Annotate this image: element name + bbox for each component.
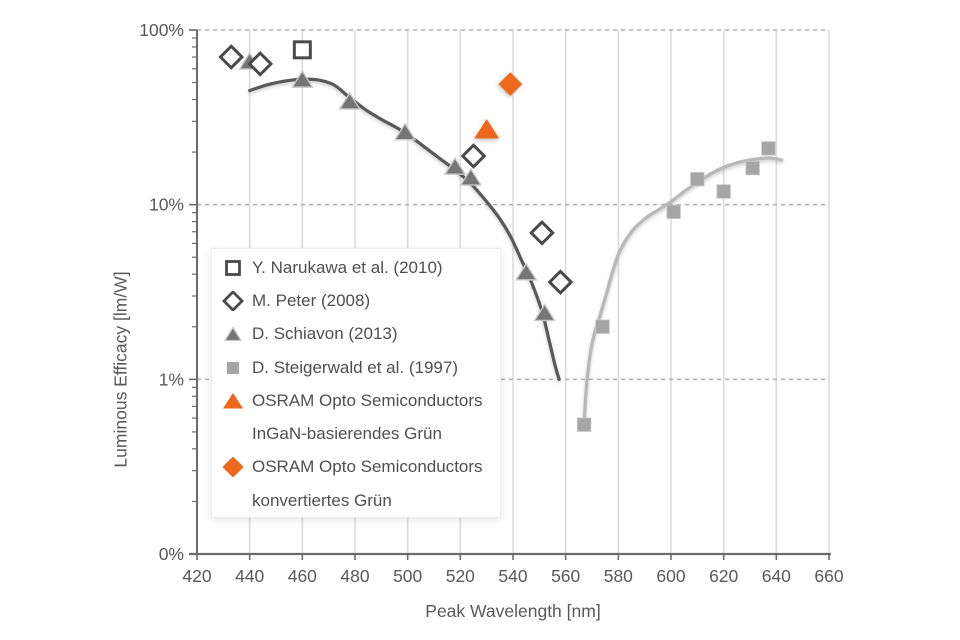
filled-square-icon — [227, 361, 239, 374]
x-tick-label: 640 — [762, 566, 791, 586]
data-point-filled-triangle — [514, 262, 538, 281]
y-tick-label: 10% — [149, 195, 184, 215]
legend-label: D. Schiavon (2013) — [252, 324, 398, 344]
data-point-filled-diamond — [498, 72, 523, 96]
legend-label: OSRAM Opto Semiconductors — [252, 390, 483, 410]
legend-item: OSRAM Opto Semiconductors — [212, 451, 500, 484]
legend-item-line2: konvertiertes Grün — [212, 484, 500, 517]
trend-curve — [248, 77, 561, 381]
x-tick-label: 420 — [182, 566, 211, 586]
legend-item: D. Steigerwald et al. (1997) — [212, 351, 500, 384]
x-tick-label: 500 — [393, 566, 422, 586]
y-tick-label: 100% — [139, 20, 184, 40]
x-tick-label: 620 — [709, 566, 738, 586]
y-tick-label: 1% — [159, 369, 184, 389]
x-tick-label: 600 — [656, 566, 685, 586]
data-point-filled-triangle — [474, 118, 500, 139]
data-point-filled-square — [716, 184, 731, 199]
data-point-filled-square — [576, 417, 592, 432]
data-point-open-diamond — [247, 50, 274, 77]
data-point-filled-triangle — [393, 122, 417, 141]
data-point-filled-square — [595, 319, 610, 334]
x-tick-label: 580 — [604, 566, 633, 586]
data-point-filled-triangle — [459, 167, 483, 186]
data-point-filled-square — [690, 171, 705, 187]
open-square-icon — [225, 259, 241, 276]
legend-item: OSRAM Opto Semiconductors — [212, 384, 500, 417]
legend-label: M. Peter (2008) — [252, 290, 371, 310]
data-point-filled-triangle — [338, 91, 361, 110]
legend-item: D. Schiavon (2013) — [212, 318, 500, 351]
data-point-open-diamond — [460, 143, 487, 169]
data-point-open-square — [292, 40, 312, 60]
data-point-open-diamond — [547, 269, 574, 296]
x-axis-title: Peak Wavelength [nm] — [425, 601, 601, 621]
x-tick-label: 540 — [498, 566, 527, 586]
y-tick-label: 0% — [159, 544, 184, 564]
data-point-open-diamond — [529, 219, 555, 246]
x-tick-label: 440 — [235, 566, 264, 586]
data-point-open-diamond — [218, 44, 245, 70]
legend-label: OSRAM Opto Semiconductors — [252, 457, 483, 477]
legend-label: D. Steigerwald et al. (1997) — [252, 357, 458, 377]
data-point-filled-triangle — [443, 156, 467, 175]
legend-item: Y. Narukawa et al. (2010) — [212, 251, 500, 284]
x-tick-label: 520 — [446, 566, 475, 586]
trend-curve — [582, 156, 784, 427]
legend-label-line2: InGaN-basierendes Grün — [252, 424, 442, 444]
legend-item: M. Peter (2008) — [212, 284, 500, 317]
y-axis-title: Luminous Efficacy [lm/W] — [110, 271, 131, 468]
filled-triangle-icon — [223, 326, 243, 342]
data-point-filled-square — [745, 160, 760, 176]
data-point-filled-triangle — [533, 303, 556, 322]
x-tick-label: 660 — [814, 566, 843, 586]
legend: Y. Narukawa et al. (2010) M. Peter (2008)… — [211, 248, 501, 518]
legend-label: Y. Narukawa et al. (2010) — [252, 257, 443, 277]
filled-triangle-icon — [223, 392, 243, 409]
x-tick-label: 560 — [551, 566, 580, 586]
x-tick-label: 460 — [288, 566, 317, 586]
data-point-filled-square — [761, 141, 776, 156]
data-point-filled-triangle — [291, 69, 314, 88]
legend-label-line2: konvertiertes Grün — [252, 490, 392, 510]
filled-diamond-icon — [222, 457, 244, 478]
legend-item-line2: InGaN-basierendes Grün — [212, 417, 500, 450]
data-point-filled-square — [666, 204, 681, 220]
x-tick-label: 480 — [340, 566, 369, 586]
open-diamond-icon — [221, 290, 245, 311]
